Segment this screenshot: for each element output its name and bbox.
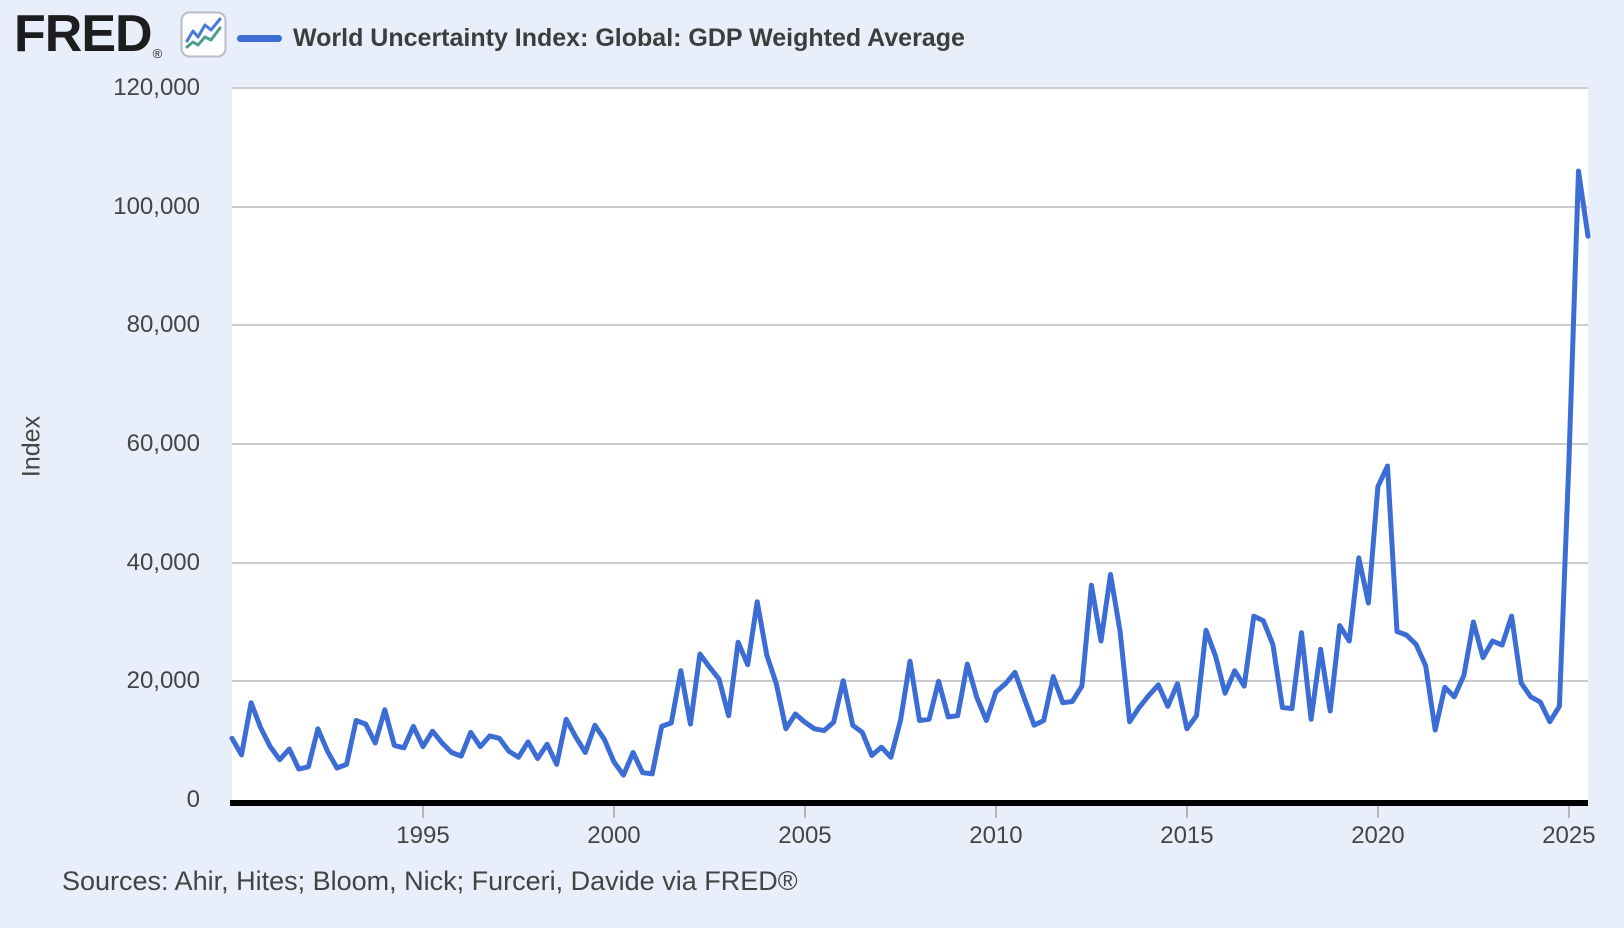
x-tick-mark-2020 [1376,806,1379,818]
x-tick-label-2025: 2025 [1542,822,1596,849]
legend-line-swatch [237,35,282,42]
gridline-60000 [232,443,1588,445]
x-tick-mark-2000 [612,806,615,818]
gridline-40000 [232,561,1588,564]
gridline-120000 [232,87,1588,89]
x-tick-label-2015: 2015 [1160,822,1214,849]
gridline-80000 [232,324,1588,327]
fred-logo-text: FRED [14,5,153,63]
line-chart-icon [180,11,227,58]
world-uncertainty-index-line[interactable] [229,168,1591,778]
x-axis-line [230,800,1588,806]
x-tick-mark-2025 [1567,806,1570,818]
x-tick-label-2020: 2020 [1351,822,1405,849]
y-tick-label-100,000: 100,000 [113,192,200,220]
legend: World Uncertainty Index: Global: GDP Wei… [237,24,965,53]
x-tick-label-2000: 2000 [587,822,641,849]
sources-note: Sources: Ahir, Hites; Bloom, Nick; Furce… [62,866,798,896]
fred-logo: FRED ® [14,8,162,61]
y-tick-label-40,000: 40,000 [126,548,200,576]
x-tick-mark-2005 [803,806,806,818]
plot-area[interactable] [229,87,1591,800]
gridline-20000 [232,680,1588,683]
y-tick-label-20,000: 20,000 [126,667,200,695]
y-tick-label-60,000: 60,000 [126,430,200,457]
x-tick-label-2005: 2005 [778,822,832,849]
legend-series-label[interactable]: World Uncertainty Index: Global: GDP Wei… [293,24,965,52]
y-tick-label-0: 0 [186,786,200,813]
registered-mark: ® [152,46,163,61]
x-tick-mark-1995 [421,806,424,818]
y-tick-label-120,000: 120,000 [113,74,200,101]
x-tick-mark-2010 [994,806,997,818]
x-tick-label-2010: 2010 [969,822,1023,849]
y-tick-label-80,000: 80,000 [126,311,200,339]
x-tick-mark-2015 [1185,806,1188,818]
x-tick-label-1995: 1995 [396,822,450,849]
series-line-world-uncertainty-index[interactable] [229,88,1591,800]
gridline-100000 [232,205,1588,208]
